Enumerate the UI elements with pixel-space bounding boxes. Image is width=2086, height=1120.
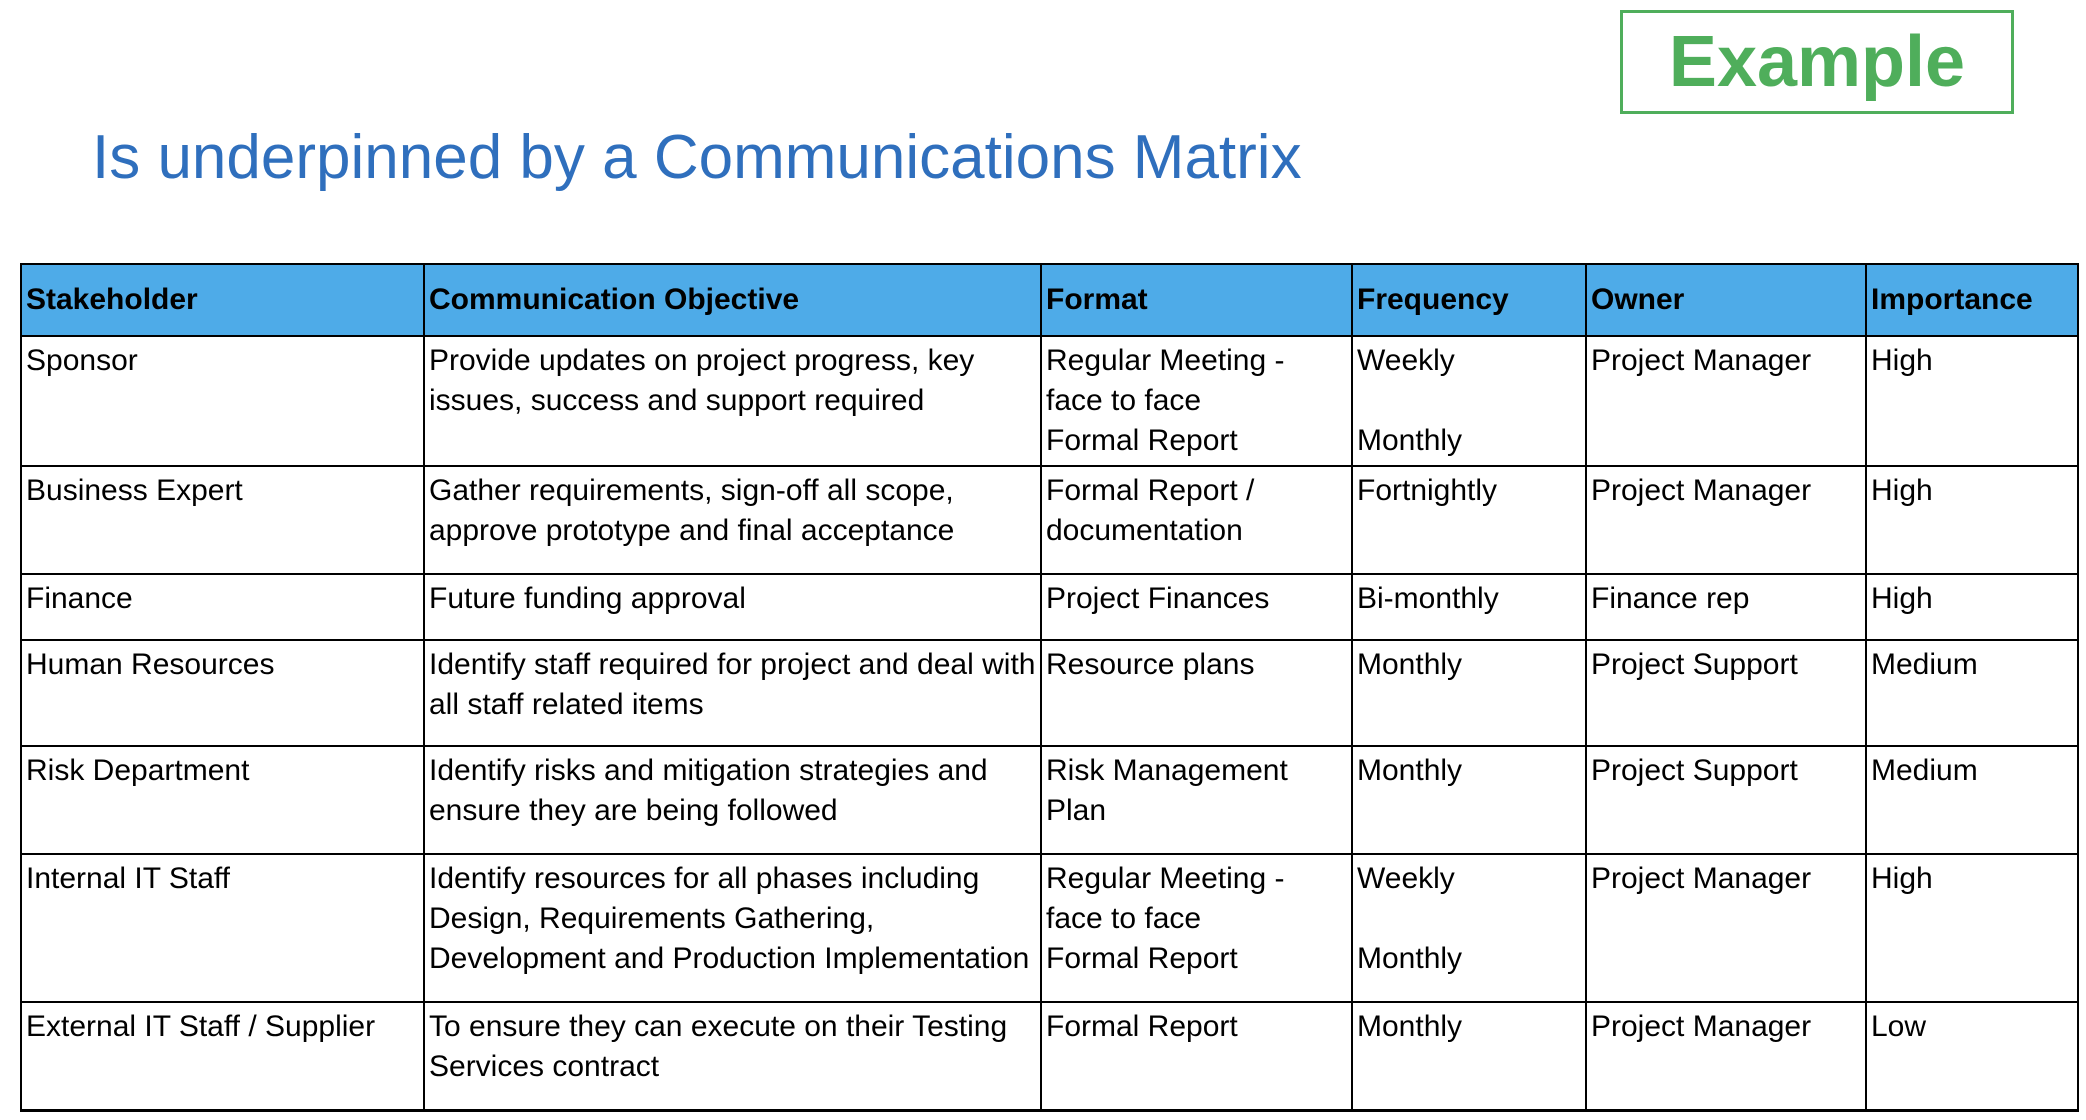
cell-format: Regular Meeting - face to face Formal Re… [1040,853,1353,1003]
cell-stakeholder: Sponsor [20,335,425,467]
header-importance: Importance [1865,263,2079,337]
table-row: External IT Staff / Supplier To ensure t… [20,1001,2079,1112]
table-row: Sponsor Provide updates on project progr… [20,335,2079,467]
header-communication-objective: Communication Objective [423,263,1042,337]
cell-frequency: Monthly [1351,639,1587,747]
page-title: Is underpinned by a Communications Matri… [92,123,1302,192]
header-stakeholder: Stakeholder [20,263,425,337]
cell-importance: Low [1865,1001,2079,1112]
table-row: Human Resources Identify staff required … [20,639,2079,747]
cell-frequency: Monthly [1351,1001,1587,1112]
cell-stakeholder: Internal IT Staff [20,853,425,1003]
example-badge: Example [1620,10,2014,114]
cell-format: Formal Report / documentation [1040,465,1353,575]
cell-stakeholder: External IT Staff / Supplier [20,1001,425,1112]
table-row: Internal IT Staff Identify resources for… [20,853,2079,1003]
cell-format: Resource plans [1040,639,1353,747]
cell-objective: Identify resources for all phases includ… [423,853,1042,1003]
cell-importance: High [1865,573,2079,641]
cell-stakeholder: Business Expert [20,465,425,575]
cell-importance: Medium [1865,639,2079,747]
cell-owner: Project Manager [1585,465,1867,575]
table-row: Finance Future funding approval Project … [20,573,2079,641]
cell-importance: High [1865,335,2079,467]
cell-owner: Project Support [1585,745,1867,855]
header-frequency: Frequency [1351,263,1587,337]
cell-owner: Project Support [1585,639,1867,747]
cell-format: Risk Management Plan [1040,745,1353,855]
cell-owner: Project Manager [1585,853,1867,1003]
header-owner: Owner [1585,263,1867,337]
cell-format: Formal Report [1040,1001,1353,1112]
cell-stakeholder: Finance [20,573,425,641]
cell-importance: High [1865,465,2079,575]
cell-objective: Gather requirements, sign-off all scope,… [423,465,1042,575]
cell-frequency: Fortnightly [1351,465,1587,575]
cell-importance: High [1865,853,2079,1003]
cell-stakeholder: Risk Department [20,745,425,855]
example-badge-label: Example [1668,22,1966,102]
header-format: Format [1040,263,1353,337]
cell-stakeholder: Human Resources [20,639,425,747]
cell-objective: Provide updates on project progress, key… [423,335,1042,467]
table-header-row: Stakeholder Communication Objective Form… [20,263,2079,337]
cell-owner: Finance rep [1585,573,1867,641]
table-row: Risk Department Identify risks and mitig… [20,745,2079,855]
cell-format: Regular Meeting - face to face Formal Re… [1040,335,1353,467]
cell-frequency: Weekly Monthly [1351,853,1587,1003]
table-row: Business Expert Gather requirements, sig… [20,465,2079,575]
cell-objective: Future funding approval [423,573,1042,641]
cell-format: Project Finances [1040,573,1353,641]
cell-frequency: Weekly Monthly [1351,335,1587,467]
cell-objective: Identify risks and mitigation strategies… [423,745,1042,855]
cell-objective: To ensure they can execute on their Test… [423,1001,1042,1112]
communications-matrix-table: Stakeholder Communication Objective Form… [20,263,2079,1112]
cell-objective: Identify staff required for project and … [423,639,1042,747]
cell-importance: Medium [1865,745,2079,855]
cell-owner: Project Manager [1585,335,1867,467]
cell-frequency: Monthly [1351,745,1587,855]
cell-owner: Project Manager [1585,1001,1867,1112]
cell-frequency: Bi-monthly [1351,573,1587,641]
